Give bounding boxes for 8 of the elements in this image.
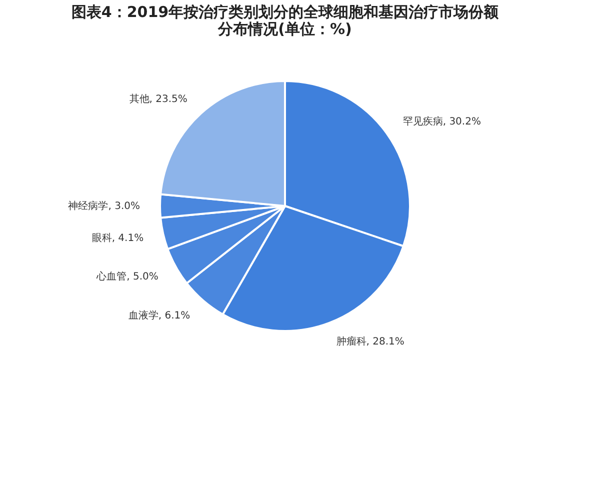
slice-label: 眼科, 4.1% bbox=[92, 232, 144, 244]
slice-label: 其他, 23.5% bbox=[129, 92, 188, 105]
slice-label: 神经病学, 3.0% bbox=[68, 200, 140, 212]
slice-label: 肿瘤科, 28.1% bbox=[336, 336, 404, 348]
slice-label: 血液学, 6.1% bbox=[128, 310, 190, 322]
slice-label: 罕见疾病, 30.2% bbox=[402, 116, 481, 128]
chart-title: 图表4：2019年按治疗类别划分的全球细胞和基因治疗市场份额分布情况(单位：%) bbox=[71, 3, 500, 38]
slice-label: 心血管, 5.0% bbox=[96, 270, 158, 283]
